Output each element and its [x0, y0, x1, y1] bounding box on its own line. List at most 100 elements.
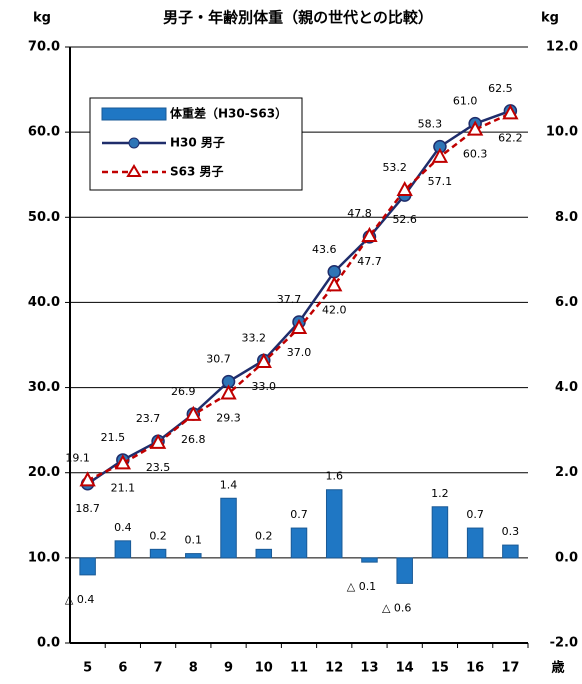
data-label: 53.2 — [382, 161, 407, 174]
y-tick-label: 70.0 — [28, 40, 60, 55]
data-label: 37.0 — [287, 346, 312, 359]
data-label: 1.4 — [220, 478, 238, 491]
legend-label: S63 男子 — [170, 165, 224, 179]
y2-tick-label: 10.0 — [546, 125, 578, 140]
x-tick-label: 15 — [431, 661, 449, 676]
data-label: 47.8 — [347, 207, 372, 220]
y-tick-label: 30.0 — [28, 380, 60, 395]
data-label: 0.7 — [466, 508, 484, 521]
bar — [255, 548, 273, 559]
bar — [502, 544, 519, 559]
x-tick-label: 9 — [224, 661, 233, 676]
x-tick-label: 11 — [290, 661, 308, 676]
y2-tick-label: 12.0 — [546, 40, 578, 55]
y2-tick-label: 0.0 — [555, 550, 578, 565]
legend-label: H30 男子 — [170, 136, 225, 150]
data-label: 29.3 — [216, 412, 241, 425]
y2-tick-label: 2.0 — [555, 465, 578, 480]
data-label: 61.0 — [453, 95, 478, 108]
data-label: 58.3 — [418, 118, 443, 131]
data-label: 18.7 — [75, 502, 100, 515]
data-label: 33.0 — [252, 380, 277, 393]
y-axis-label: kg — [33, 11, 51, 26]
data-label: 0.2 — [255, 529, 273, 542]
data-label: 23.7 — [136, 412, 161, 425]
legend-label: 体重差（H30-S63） — [170, 106, 287, 121]
line-marker — [114, 454, 132, 470]
data-label: 0.3 — [502, 525, 520, 538]
bar — [466, 527, 484, 559]
bar — [185, 553, 202, 559]
legend-marker — [126, 164, 142, 177]
data-label: 57.1 — [428, 175, 453, 188]
data-label: 62.5 — [488, 82, 513, 95]
line-marker — [185, 405, 202, 421]
bar — [149, 548, 167, 559]
y-tick-label: 10.0 — [28, 550, 60, 565]
bar — [431, 506, 449, 559]
y-tick-label: 60.0 — [28, 125, 60, 140]
x-tick-label: 13 — [360, 661, 378, 676]
data-label: 62.2 — [498, 131, 523, 144]
x-tick-label: 7 — [154, 661, 163, 676]
x-tick-label: 8 — [189, 661, 198, 676]
y2-axis-label: kg — [541, 11, 559, 26]
line-marker — [326, 276, 343, 292]
data-label: 0.2 — [149, 529, 167, 542]
x-tick-label: 14 — [396, 661, 414, 676]
line-marker — [149, 433, 167, 449]
bar — [361, 557, 378, 563]
data-label: 43.6 — [312, 243, 337, 256]
line-marker — [327, 265, 341, 279]
data-label: 0.7 — [290, 508, 308, 521]
x-axis-label: 歳 — [551, 660, 564, 676]
data-label: 23.5 — [146, 461, 171, 474]
y-tick-label: 50.0 — [28, 210, 60, 225]
x-tick-label: 16 — [466, 661, 484, 676]
data-label: 52.6 — [392, 213, 417, 226]
data-label: 1.6 — [325, 470, 343, 483]
data-label: 42.0 — [322, 303, 347, 316]
line-marker — [502, 104, 519, 120]
line-marker — [361, 226, 378, 243]
data-label: 0.1 — [185, 534, 203, 547]
data-label: 21.1 — [111, 481, 136, 494]
y2-tick-label: 4.0 — [555, 380, 578, 395]
y2-tick-label: 8.0 — [555, 210, 578, 225]
data-label: △ 0.4 — [65, 593, 94, 606]
data-label: 1.2 — [431, 487, 449, 500]
line-marker — [255, 352, 272, 369]
x-tick-label: 12 — [325, 661, 343, 676]
x-tick-label: 6 — [118, 661, 127, 676]
y-tick-label: 20.0 — [28, 465, 60, 480]
bar — [220, 497, 237, 559]
bar — [79, 557, 96, 576]
legend-marker — [128, 137, 140, 149]
legend-swatch — [101, 107, 167, 121]
x-tick-label: 10 — [255, 661, 273, 676]
data-label: 0.4 — [114, 521, 132, 534]
data-label: 33.2 — [242, 331, 267, 344]
bar — [396, 557, 413, 584]
line-marker — [290, 318, 308, 334]
data-label: 26.9 — [171, 385, 196, 398]
chart-title: 男子・年齢別体重（親の世代との比較） — [163, 9, 433, 27]
data-label: 30.7 — [206, 353, 231, 366]
data-label: 47.7 — [357, 255, 382, 268]
line-marker — [79, 471, 96, 487]
data-label: 21.5 — [101, 431, 126, 444]
line-marker — [431, 147, 449, 163]
line-marker — [466, 120, 484, 136]
y-tick-label: 40.0 — [28, 295, 60, 310]
data-label: 26.8 — [181, 433, 206, 446]
bar — [325, 489, 343, 559]
y2-tick-label: -2.0 — [550, 636, 578, 651]
data-label: △ 0.6 — [382, 601, 411, 614]
line-marker — [396, 180, 413, 197]
y2-tick-label: 6.0 — [555, 295, 578, 310]
data-label: 19.1 — [65, 451, 90, 464]
y-tick-label: 0.0 — [37, 636, 60, 651]
line-marker — [220, 384, 237, 400]
bar — [290, 527, 308, 559]
